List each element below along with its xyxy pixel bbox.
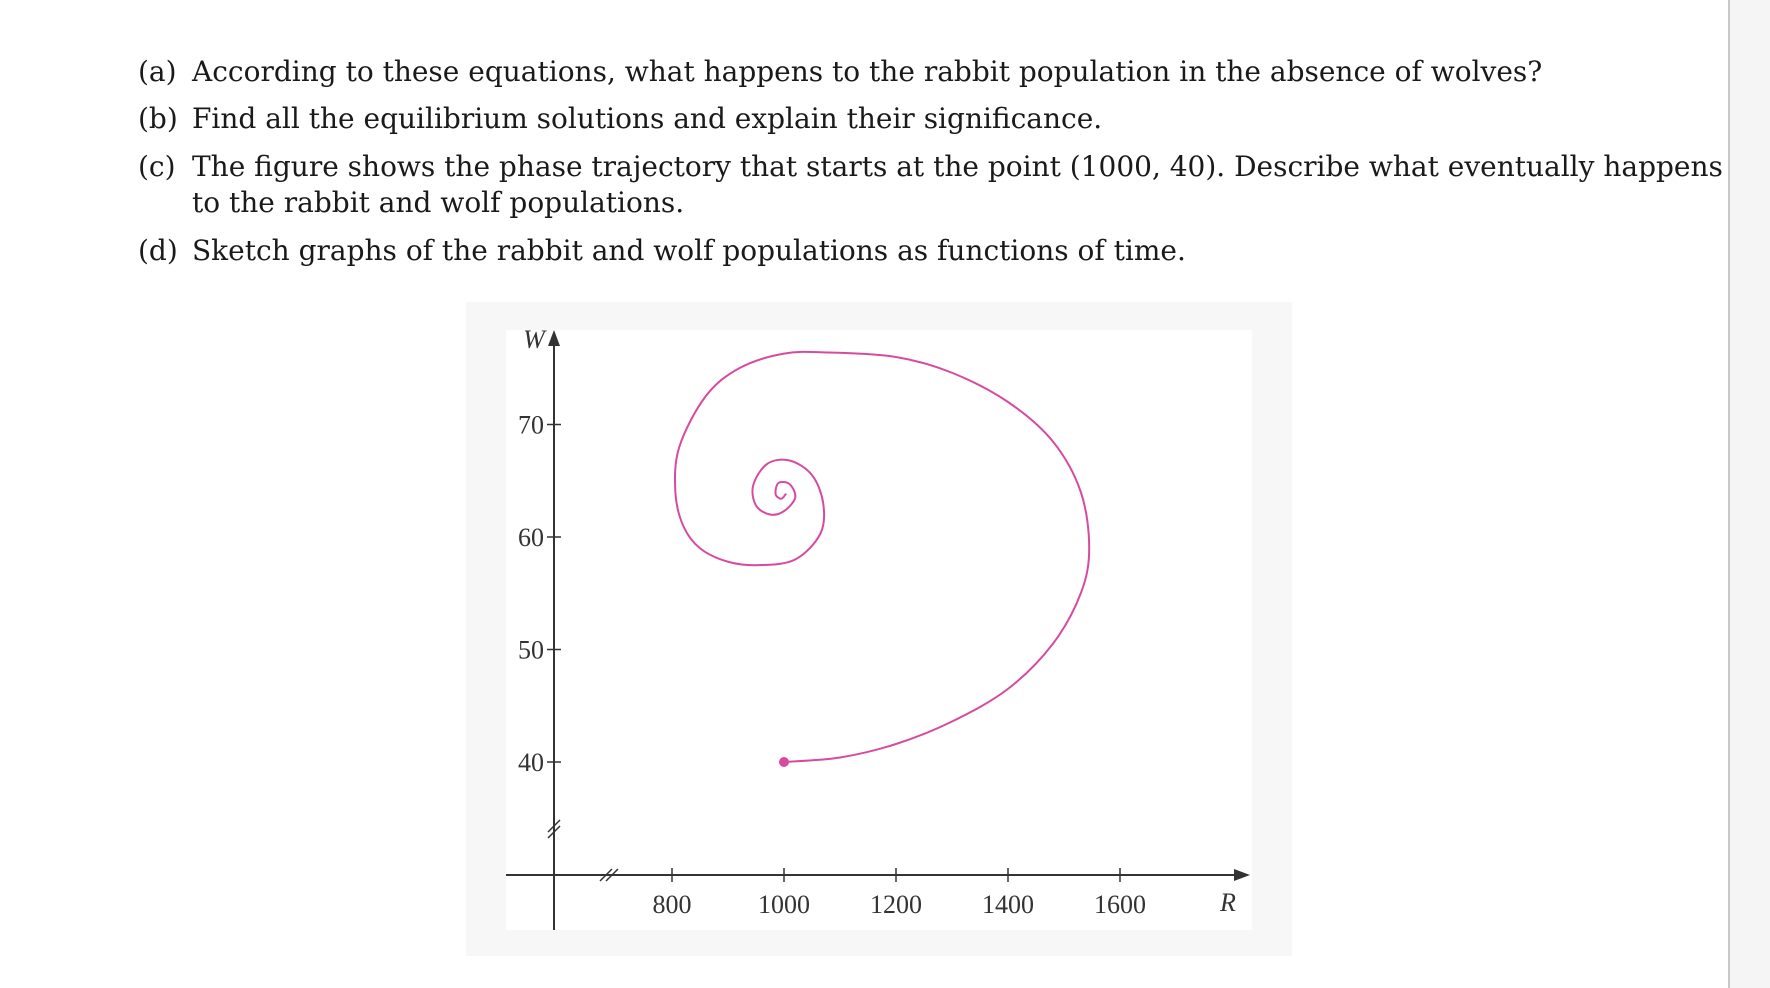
question-text: Sketch graphs of the rabbit and wolf pop…: [192, 234, 1186, 267]
question-text: Find all the equilibrium solutions and e…: [192, 102, 1103, 135]
question-label: (d): [138, 234, 178, 267]
side-margin: [1730, 0, 1770, 988]
x-tick-label: 1200: [870, 890, 922, 919]
x-tick-label: 800: [653, 890, 692, 919]
question-text-continued: to the rabbit and wolf populations.: [192, 186, 685, 219]
y-tick-label: 40: [518, 748, 544, 777]
y-tick-label: 60: [518, 523, 544, 552]
x-axis-break: [599, 868, 619, 882]
question-text: According to these equations, what happe…: [192, 55, 1543, 88]
x-tick-label: 1400: [982, 890, 1034, 919]
y-axis-arrow: [548, 330, 560, 346]
phase-trajectory: [673, 350, 1091, 763]
question-label: (b): [138, 102, 178, 135]
page-divider: [1728, 0, 1730, 988]
question-label: (c): [138, 150, 176, 183]
x-tick-label: 1000: [758, 890, 810, 919]
y-tick-label: 70: [518, 411, 544, 440]
question-text: The figure shows the phase trajectory th…: [192, 150, 1723, 183]
y-axis-label: W: [523, 325, 547, 354]
x-axis-arrow: [1234, 869, 1250, 881]
y-tick-label: 50: [518, 636, 544, 665]
x-axis-label: R: [1219, 888, 1236, 917]
x-tick-label: 1600: [1094, 890, 1146, 919]
y-axis-break: [547, 819, 561, 839]
question-label: (a): [138, 55, 177, 88]
start-point: [779, 757, 789, 767]
figure-background: [506, 330, 1252, 930]
